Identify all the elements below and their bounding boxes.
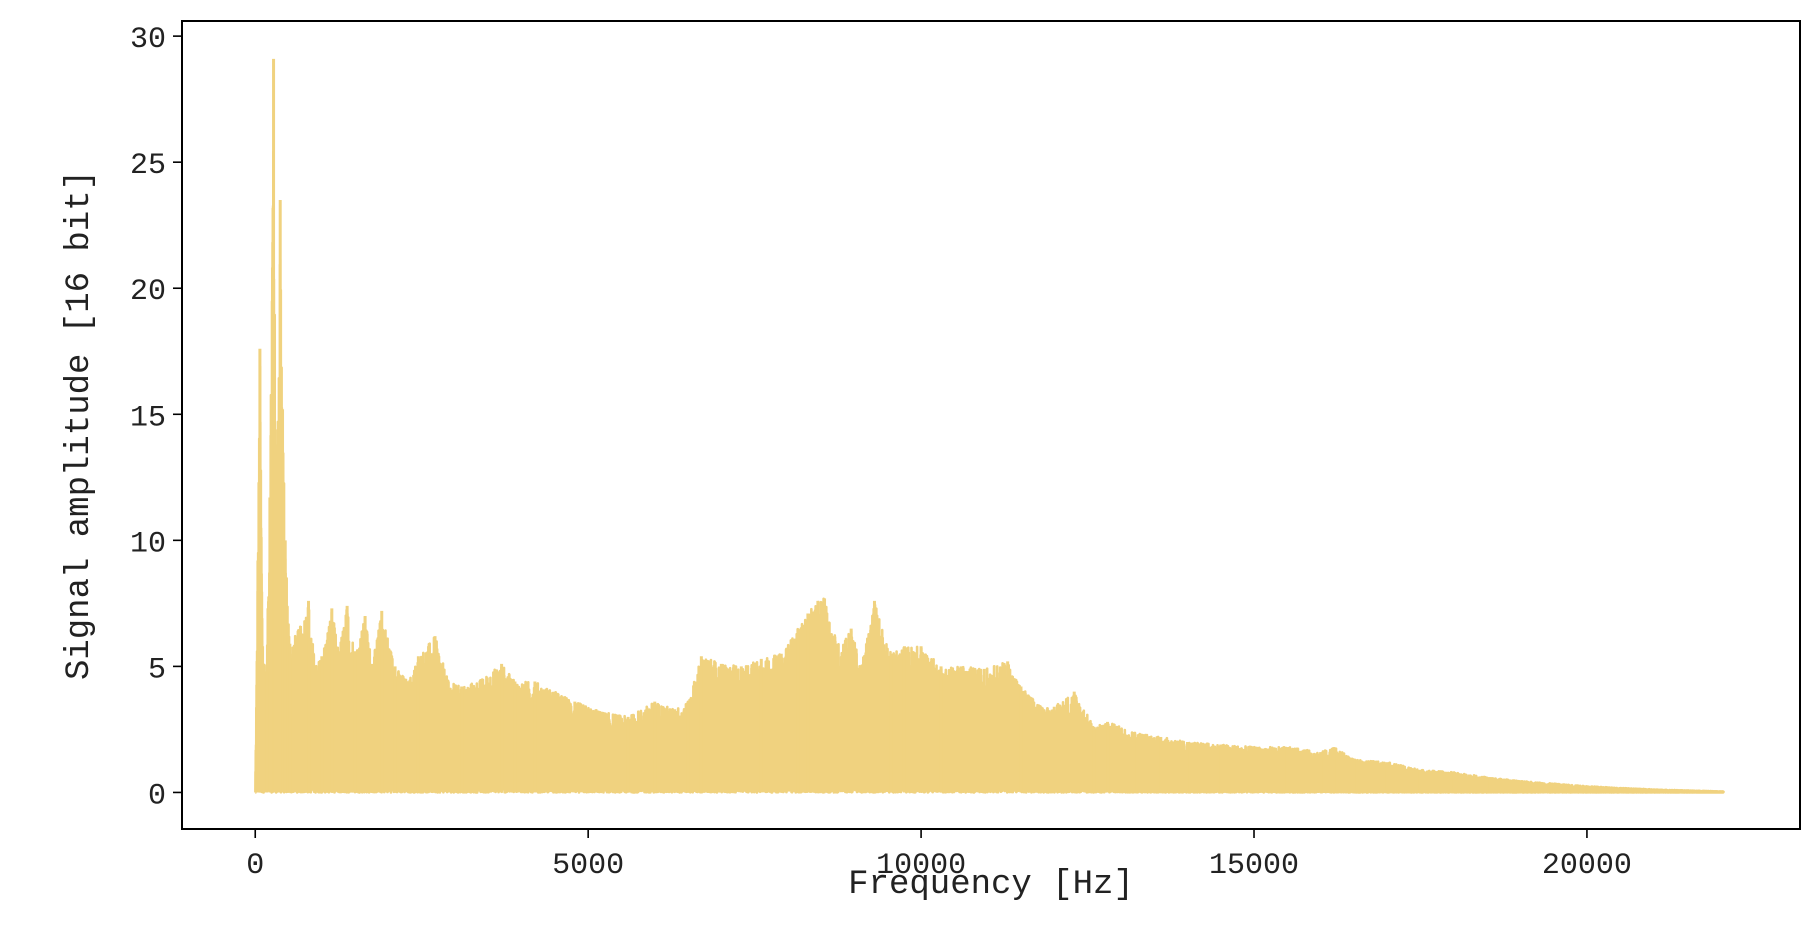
x-tick-label: 0 bbox=[246, 849, 264, 883]
x-tick-label: 15000 bbox=[1209, 849, 1299, 883]
y-tick-label: 5 bbox=[148, 653, 166, 687]
x-axis-ticks: 0 5000 10000 15000 20000 bbox=[246, 829, 1632, 883]
y-tick-label: 0 bbox=[148, 779, 166, 813]
y-axis-label: Signal amplitude [16 bit] bbox=[61, 170, 99, 680]
spectrum-line bbox=[254, 150, 1725, 794]
x-axis-label: Frequency [Hz] bbox=[848, 866, 1134, 904]
y-tick-label: 25 bbox=[130, 149, 166, 183]
y-tick-label: 10 bbox=[130, 527, 166, 561]
x-tick-label: 5000 bbox=[552, 849, 624, 883]
y-tick-label: 30 bbox=[130, 23, 166, 57]
series-layer bbox=[254, 58, 1725, 794]
y-tick-label: 15 bbox=[130, 401, 166, 435]
x-tick-label: 20000 bbox=[1542, 849, 1632, 883]
plot-frame bbox=[181, 20, 1801, 830]
y-tick-label: 20 bbox=[130, 275, 166, 309]
y-axis-ticks: 0 5 10 15 20 25 30 bbox=[130, 23, 182, 813]
x-tick-label: 10000 bbox=[876, 849, 966, 883]
